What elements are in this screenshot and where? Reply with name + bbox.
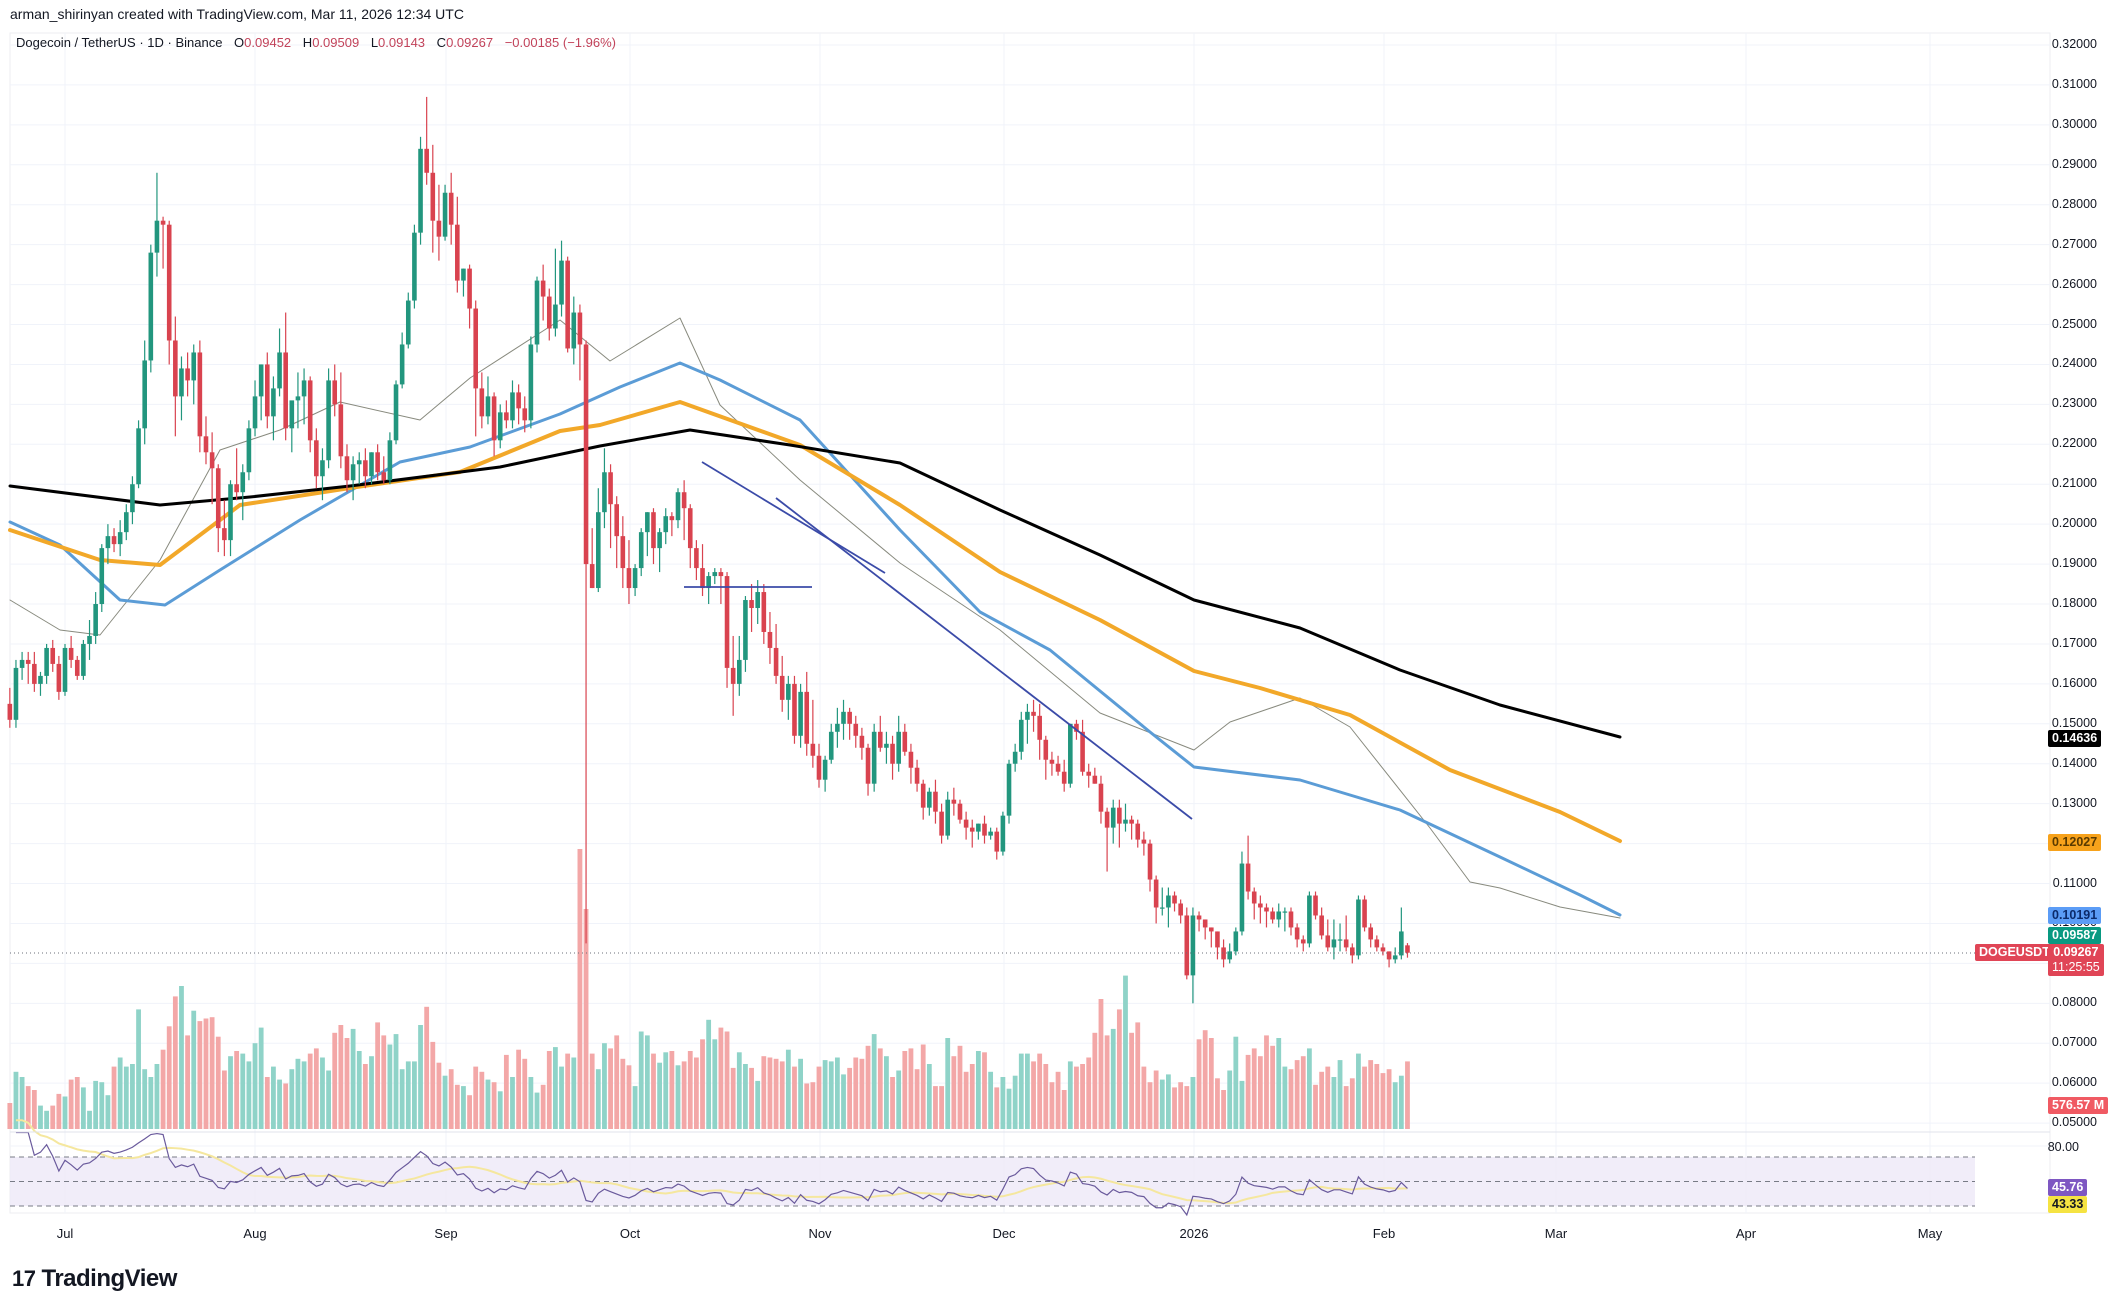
high-label: H bbox=[302, 35, 313, 50]
bar-countdown: 11:25:55 bbox=[2052, 960, 2100, 974]
price-axis-tick: 0.23000 bbox=[2051, 396, 2097, 411]
price-axis-tick: 0.25000 bbox=[2051, 316, 2097, 331]
time-axis-label: Oct bbox=[619, 1226, 641, 1241]
price-axis-tick: 0.21000 bbox=[2051, 476, 2097, 491]
price-axis-tick: 0.05000 bbox=[2051, 1115, 2097, 1130]
time-axis-label: Apr bbox=[1735, 1226, 1757, 1241]
price-axis-tick: 0.24000 bbox=[2051, 356, 2097, 371]
time-axis-label: Dec bbox=[992, 1226, 1016, 1241]
volume-bars bbox=[7, 849, 1410, 1129]
rsi-axis-tick: 80.00 bbox=[2047, 1140, 2079, 1154]
moving-averages bbox=[8, 317, 1622, 919]
high-value: 0.09509 bbox=[312, 35, 360, 50]
price-axis-tick: 0.08000 bbox=[2051, 995, 2097, 1010]
price-axis-tick: 0.29000 bbox=[2051, 156, 2097, 171]
chart-credit: arman_shirinyan created with TradingView… bbox=[10, 6, 464, 22]
change-value: −0.00185 (−1.96%) bbox=[504, 35, 616, 50]
price-axis-tick: 0.07000 bbox=[2051, 1035, 2097, 1050]
price-axis-tick: 0.27000 bbox=[2051, 236, 2097, 251]
price-axis-tick: 0.26000 bbox=[2051, 276, 2097, 291]
grid-lines bbox=[10, 33, 2050, 1213]
volume-tag: 576.57 M bbox=[2048, 1097, 2109, 1114]
tradingview-logo-text: TradingView bbox=[41, 1265, 177, 1292]
symbol-title[interactable]: Dogecoin / TetherUS · 1D · Binance bbox=[16, 35, 223, 50]
low-value: 0.09143 bbox=[378, 35, 426, 50]
symbol-tag: DOGEUSDT bbox=[1975, 944, 2054, 961]
price-axis-tick: 0.11000 bbox=[2052, 875, 2097, 890]
rsi-ma-value-tag: 43.33 bbox=[2048, 1196, 2088, 1213]
price-axis-tick: 0.18000 bbox=[2051, 596, 2097, 611]
time-axis-label: May bbox=[1917, 1226, 1943, 1241]
close-label: C bbox=[436, 35, 447, 50]
price-axis-tick: 0.31000 bbox=[2051, 76, 2097, 91]
candlesticks bbox=[7, 96, 1410, 1004]
time-axis-label: Jul bbox=[56, 1226, 74, 1241]
price-axis-tick: 0.28000 bbox=[2051, 196, 2097, 211]
symbol-legend: Dogecoin / TetherUS · 1D · Binance O0.09… bbox=[16, 35, 616, 50]
price-axis-tick: 0.20000 bbox=[2051, 516, 2097, 531]
price-axis-tick: 0.30000 bbox=[2051, 116, 2097, 131]
chart-frame bbox=[9, 32, 2051, 1214]
price-axis-tick: 0.13000 bbox=[2051, 795, 2097, 810]
time-axis-label: Aug bbox=[243, 1226, 267, 1241]
price-axis-tick: 0.17000 bbox=[2051, 635, 2097, 650]
rsi-value-tag: 45.76 bbox=[2048, 1179, 2088, 1196]
open-label: O bbox=[234, 35, 245, 50]
rsi-pane[interactable] bbox=[10, 1119, 2050, 1217]
time-axis-label: Nov bbox=[808, 1226, 832, 1241]
time-axis-label: Feb bbox=[1372, 1226, 1396, 1241]
time-axis-label: Mar bbox=[1544, 1226, 1568, 1241]
ma200-price-tag: 0.14636 bbox=[2048, 730, 2102, 747]
price-axis-tick: 0.15000 bbox=[2051, 715, 2097, 730]
low-label: L bbox=[370, 35, 379, 50]
open-value: 0.09452 bbox=[244, 35, 292, 50]
trendline-drawings[interactable] bbox=[684, 461, 1193, 820]
price-axis-tick: 0.32000 bbox=[2051, 37, 2097, 51]
price-axis-tick: 0.16000 bbox=[2051, 675, 2097, 690]
time-axis-label: 2026 bbox=[1179, 1226, 1209, 1241]
tradingview-logo-icon: 17 bbox=[12, 1266, 36, 1291]
price-axis-tick: 0.14000 bbox=[2051, 755, 2097, 770]
ma20-price-tag: 0.09587 bbox=[2048, 927, 2102, 944]
tradingview-logo[interactable]: 17 TradingView bbox=[12, 1265, 177, 1293]
close-value: 0.09267 bbox=[446, 35, 494, 50]
ma100-price-tag: 0.12027 bbox=[2048, 834, 2102, 851]
ma50-price-tag: 0.10191 bbox=[2048, 907, 2102, 924]
price-axis-tick: 0.19000 bbox=[2051, 556, 2097, 571]
price-axis-tick: 0.22000 bbox=[2051, 436, 2097, 451]
time-axis-label: Sep bbox=[434, 1226, 458, 1241]
last-price-tag: 0.09267 11:25:55 bbox=[2048, 944, 2104, 976]
price-axis-tick: 0.06000 bbox=[2051, 1075, 2097, 1090]
